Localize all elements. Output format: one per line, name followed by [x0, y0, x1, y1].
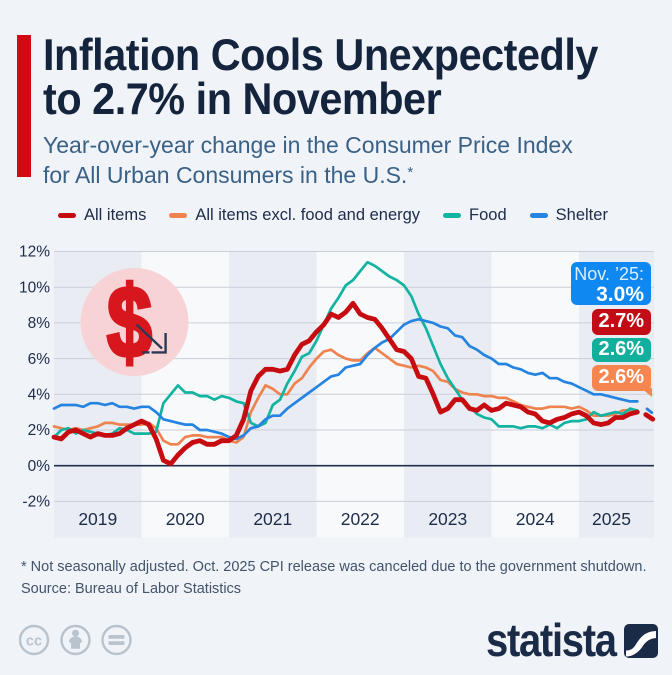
svg-text:8%: 8% — [28, 315, 51, 332]
svg-text:2022: 2022 — [341, 509, 380, 529]
svg-text:2025: 2025 — [592, 509, 631, 529]
svg-text:-2%: -2% — [22, 494, 50, 511]
svg-text:6%: 6% — [28, 351, 51, 368]
svg-text:2024: 2024 — [516, 509, 555, 529]
svg-text:$: $ — [107, 266, 152, 379]
svg-text:10%: 10% — [19, 279, 50, 296]
svg-text:2021: 2021 — [253, 509, 292, 529]
svg-text:cc: cc — [26, 634, 42, 650]
svg-text:12%: 12% — [19, 244, 50, 261]
svg-text:4%: 4% — [28, 387, 51, 404]
svg-text:2%: 2% — [28, 422, 51, 439]
svg-text:0%: 0% — [28, 458, 51, 475]
svg-text:2019: 2019 — [78, 509, 117, 529]
svg-text:2020: 2020 — [166, 509, 205, 529]
svg-text:2023: 2023 — [428, 509, 467, 529]
